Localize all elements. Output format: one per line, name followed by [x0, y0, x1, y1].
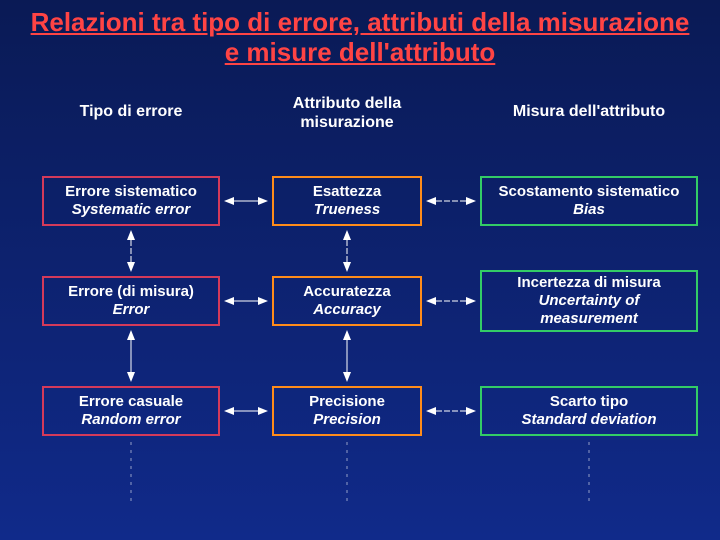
slide-title: Relazioni tra tipo di errore, attributi …: [20, 8, 700, 68]
arrows-layer: [20, 90, 720, 510]
diagram-grid: Tipo di errore Attributo della misurazio…: [20, 90, 700, 510]
slide: Relazioni tra tipo di errore, attributi …: [0, 0, 720, 540]
